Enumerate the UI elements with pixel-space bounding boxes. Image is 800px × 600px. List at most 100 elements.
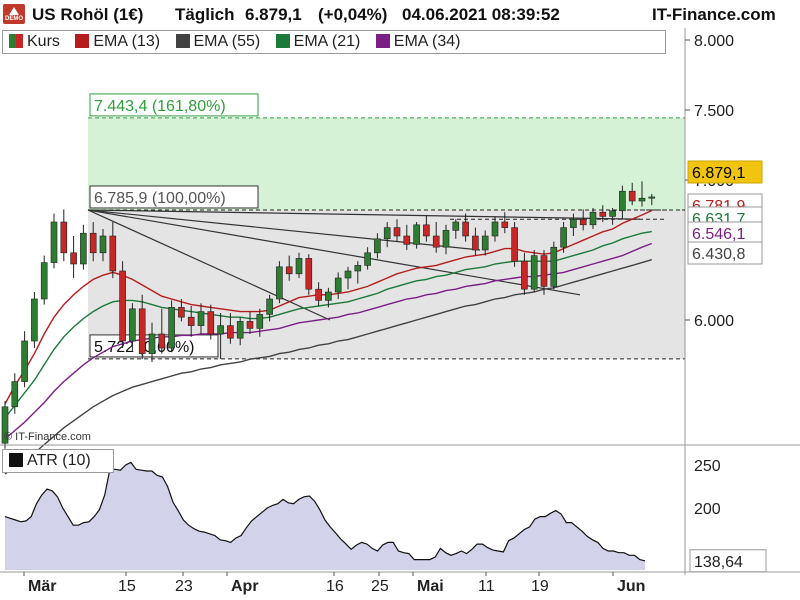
candle-body [589,211,597,226]
candle-body [540,255,548,287]
candle [540,250,548,295]
kurs-swatch-icon [9,34,23,48]
price-label-text: 6.879,1 [692,165,745,182]
candle [40,255,48,305]
demo-badge-icon: DEMO [3,4,25,24]
axes: 8.0007.5007.0006.000250200138,64Mär1523A… [0,28,800,595]
candle-body [403,235,411,245]
candle [70,236,77,278]
candle [403,224,411,250]
candle-body [530,255,538,290]
fib-label-text: 7.443,4 (161,80%) [94,98,226,115]
candle-body [638,197,646,202]
candle [227,313,234,344]
candle [550,241,558,290]
candle [21,331,28,388]
candle [325,287,332,308]
ema55-swatch-icon [175,34,190,48]
candle-body [246,321,254,329]
candle [442,224,450,255]
chart-legend: Kurs EMA (13) EMA (55) EMA (21) EMA (34) [2,30,666,54]
candle [423,215,430,242]
candle [462,213,469,242]
candle-body [11,381,19,408]
brand-label: IT-Finance.com [652,5,776,24]
time-tick-label: Mai [417,578,444,595]
candle [207,304,215,340]
candle-body [138,308,146,354]
candle-body [50,221,58,263]
legend-ema-21[interactable]: EMA (21) [270,33,366,50]
candle-body [619,190,626,212]
candle [129,303,136,351]
candle-body [579,218,587,226]
candle-body [197,311,205,326]
candle [1,401,9,449]
legend-ema-34[interactable]: EMA (34) [370,33,466,50]
candle [266,294,273,322]
fib-label-box [89,93,259,117]
candle-body [501,221,509,228]
candle [432,222,440,253]
time-tick-label: 15 [118,578,136,595]
legend-kurs[interactable]: Kurs [3,33,65,50]
candle-body [158,333,166,349]
candle [138,294,146,360]
interval-label: Täglich [175,5,235,24]
candle-body [99,235,107,254]
candle [334,272,342,299]
candle [511,222,518,267]
candle [11,373,19,414]
candle-body [178,307,185,318]
candle-body [648,196,656,199]
candle-body [442,230,450,248]
time-tick-label: 25 [371,578,389,595]
candle [315,282,322,306]
candle [148,322,156,362]
candle-body [295,258,303,275]
candle [648,194,656,206]
candle [344,266,352,290]
candle [579,209,587,231]
candle-body [109,235,117,272]
legend-ema-13[interactable]: EMA (13) [69,33,165,50]
candles [1,181,656,449]
timestamp: 04.06.2021 08:39:52 [402,5,560,24]
candle-body [383,227,391,240]
candle-body [599,211,607,217]
atr-last-label: 138,64 [694,554,743,571]
price-label: 6.430,8 [687,241,763,265]
atr-last-box [689,549,767,573]
price-change: (+0,04%) [318,5,388,24]
candle-body [266,298,273,315]
legend-ema-55[interactable]: EMA (55) [170,33,266,50]
candle-body [1,406,9,444]
candle [168,300,175,353]
candle-body [472,235,479,251]
price-tick-label: 6.000 [694,313,734,330]
candle-body [413,224,420,245]
candle-body [217,325,224,335]
candle [80,224,87,270]
candle-body [21,340,28,382]
candle-body [236,321,244,339]
price-label-text: 6.430,8 [692,246,745,263]
candle-body [31,298,38,342]
atr-tick-label: 250 [694,458,721,475]
candle [31,292,38,348]
candle-body [40,262,48,300]
candle-body [393,227,401,237]
candle-body [423,224,430,237]
candle [501,212,509,234]
candle-body [276,266,283,300]
last-price: 6.879,1 [245,5,302,24]
candle-body [148,333,156,354]
legend-atr[interactable]: ATR (10) [3,452,96,469]
ema34-swatch-icon [375,34,390,48]
candle-body [344,270,352,279]
candle-body [315,288,322,301]
candle-body [374,238,381,254]
candle [109,222,117,278]
price-label: 6.546,1 [687,221,763,245]
candle [197,303,205,334]
